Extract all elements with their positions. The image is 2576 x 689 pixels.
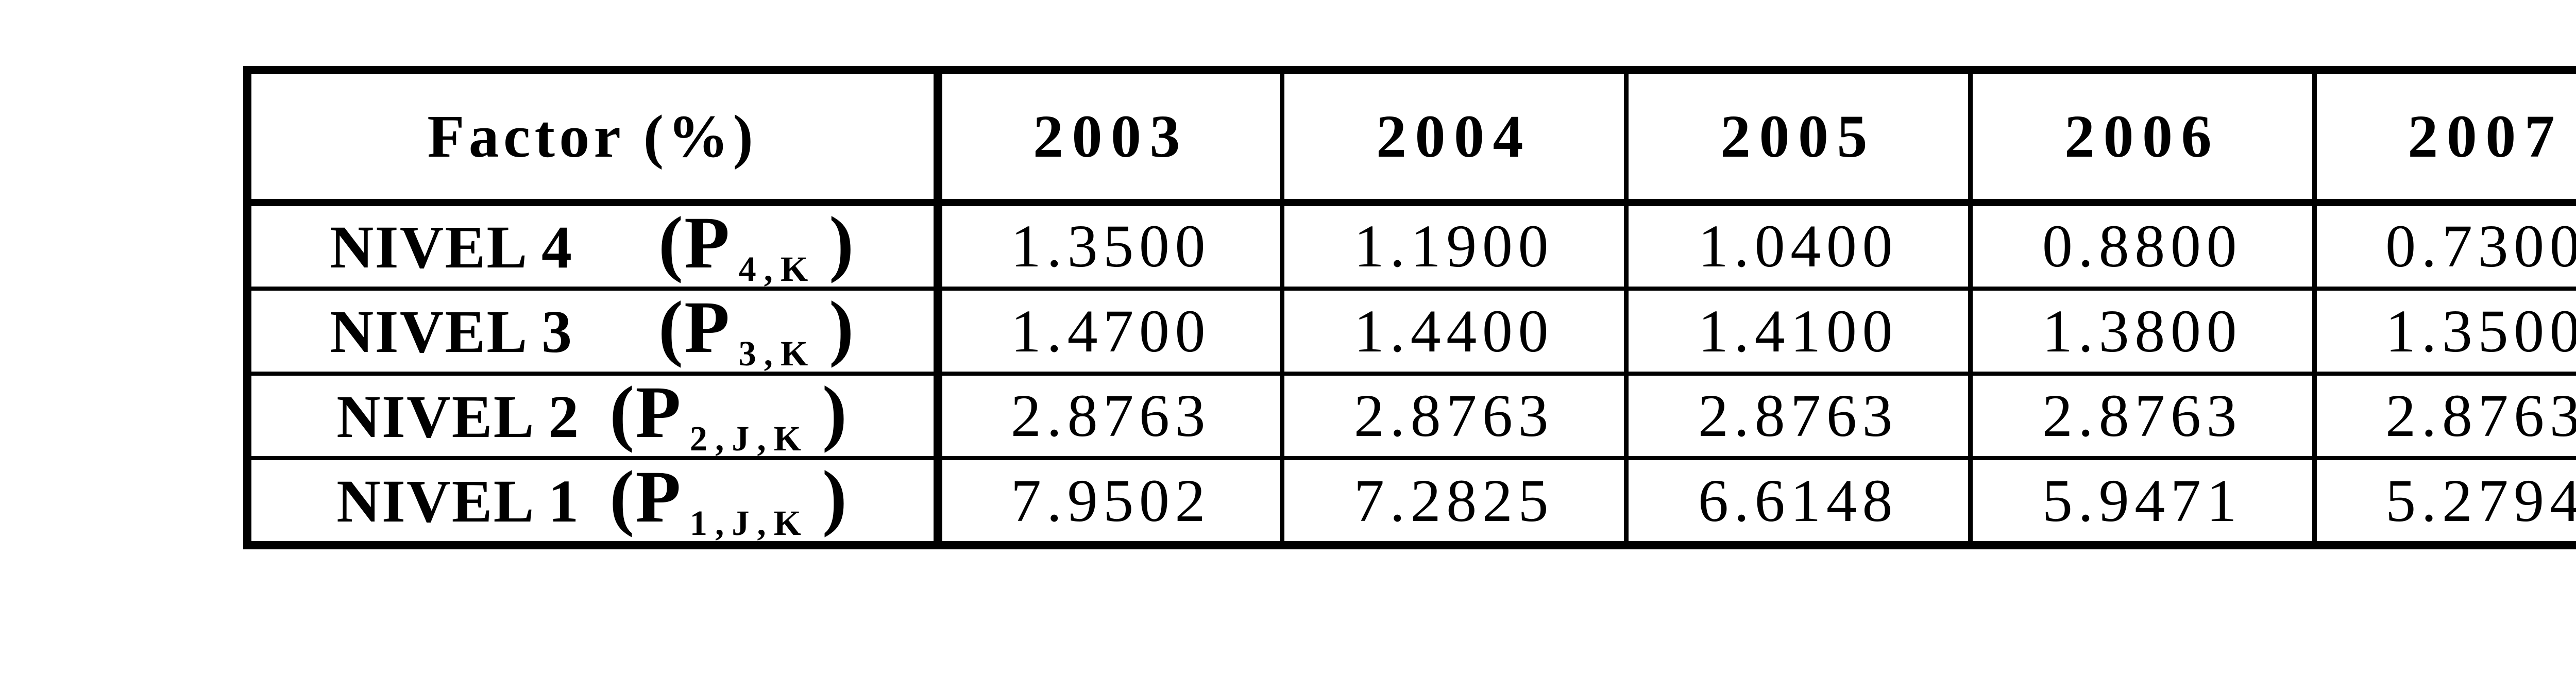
value-cell: 1.3500 [935, 200, 1284, 291]
header-cell-year-2007: 2007 [2312, 68, 2576, 206]
value-cell: 1.4700 [935, 287, 1284, 376]
label-paren-close: ) [822, 373, 849, 453]
label-paren-close: ) [829, 203, 855, 284]
factor-table: Factor (%) 2003 2004 2005 2006 2007 NIVE… [243, 66, 2576, 549]
label-subscript: 1,J,K [689, 503, 809, 543]
value-cell: 1.4100 [1623, 287, 1973, 376]
value-cell: 1.3500 [2312, 287, 2576, 376]
value-cell: 2.8763 [1279, 371, 1629, 461]
table-row-nivel-2: NIVEL 2 (P 2,J,K) 2.8763 2.8763 2.8763 2.8… [245, 371, 2576, 461]
label-text: NIVEL 2 [336, 382, 580, 450]
row-label-nivel-3: NIVEL 3 (P 3,K) [245, 287, 942, 376]
label-paren-close: ) [829, 289, 855, 369]
value-cell: 2.8763 [935, 371, 1284, 461]
value-cell: 7.9502 [935, 456, 1284, 547]
table-row-nivel-4: NIVEL 4 (P 4,K) 1.3500 1.1900 1.0400 0.880… [245, 200, 2576, 291]
value-cell: 1.1900 [1279, 200, 1629, 291]
label-paren-open: (P [609, 373, 682, 453]
value-cell: 5.2794 [2312, 456, 2576, 547]
value-cell: 2.8763 [2312, 371, 2576, 461]
value-cell: 7.2825 [1279, 456, 1629, 547]
value-cell: 5.9471 [1968, 456, 2317, 547]
label-subscript: 2,J,K [689, 418, 809, 458]
header-cell-year-2003: 2003 [935, 68, 1284, 206]
label-paren-open: (P [609, 458, 682, 539]
table-row-nivel-3: NIVEL 3 (P 3,K) 1.4700 1.4400 1.4100 1.380… [245, 287, 2576, 376]
label-paren-open: (P [658, 203, 731, 284]
row-label-nivel-2: NIVEL 2 (P 2,J,K) [245, 371, 942, 461]
value-cell: 1.4400 [1279, 287, 1629, 376]
header-cell-year-2006: 2006 [1968, 68, 2317, 206]
label-paren-close: ) [822, 458, 849, 539]
value-cell: 0.7300 [2312, 200, 2576, 291]
label-paren-open: (P [658, 289, 731, 369]
label-subscript: 4,K [738, 249, 816, 289]
value-cell: 0.8800 [1968, 200, 2317, 291]
value-cell: 2.8763 [1968, 371, 2317, 461]
label-text: NIVEL 1 [336, 467, 580, 535]
value-cell: 1.3800 [1968, 287, 2317, 376]
value-cell: 1.0400 [1623, 200, 1973, 291]
header-cell-year-2004: 2004 [1279, 68, 1629, 206]
header-row: Factor (%) 2003 2004 2005 2006 2007 [245, 68, 2576, 206]
label-text: NIVEL 3 [330, 298, 573, 366]
table-row-nivel-1: NIVEL 1 (P 1,J,K) 7.9502 7.2825 6.6148 5.9… [245, 456, 2576, 547]
label-text: NIVEL 4 [330, 213, 573, 281]
value-cell: 2.8763 [1623, 371, 1973, 461]
row-label-nivel-4: NIVEL 4 (P 4,K) [245, 200, 942, 291]
label-subscript: 3,K [738, 334, 816, 374]
header-cell-year-2005: 2005 [1623, 68, 1973, 206]
row-label-nivel-1: NIVEL 1 (P 1,J,K) [245, 456, 942, 547]
value-cell: 6.6148 [1623, 456, 1973, 547]
header-cell-factor: Factor (%) [245, 68, 942, 206]
